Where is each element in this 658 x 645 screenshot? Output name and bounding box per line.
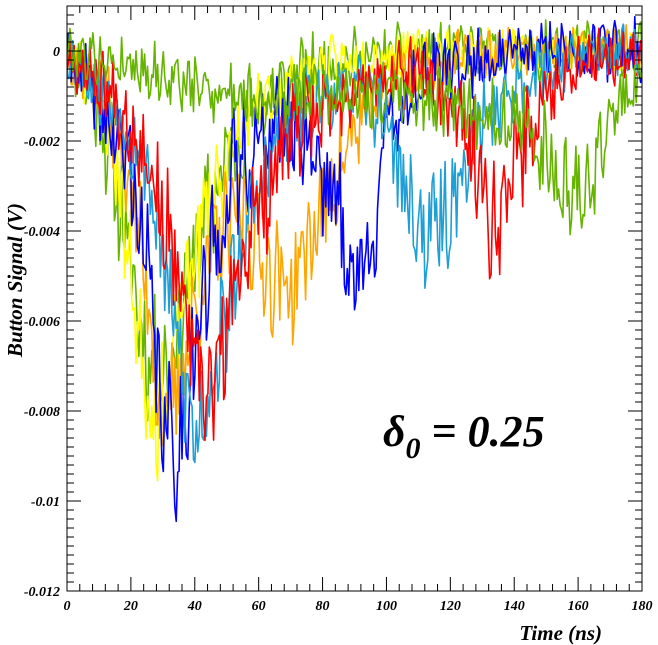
delta-value: = 0.25 <box>421 407 545 456</box>
x-tick-label: 140 <box>504 599 525 614</box>
y-tick-label: 0 <box>53 45 60 60</box>
x-axis-title: Time (ns) <box>519 621 602 645</box>
x-tick-label: 60 <box>252 599 266 614</box>
y-tick-label: -0.002 <box>24 135 60 150</box>
signal-series-4 <box>67 15 642 523</box>
delta-symbol: δ <box>383 407 406 456</box>
y-tick-label: -0.004 <box>24 225 60 240</box>
x-tick-label: 180 <box>632 599 653 614</box>
axes-layer <box>66 5 643 592</box>
delta-annotation: δ0 = 0.25 <box>383 407 545 465</box>
y-tick-label: -0.012 <box>24 585 60 600</box>
delta-subscript: 0 <box>406 432 421 465</box>
series-layer <box>67 15 642 523</box>
signal-series-6 <box>67 27 642 442</box>
y-axis-title: Button Signal (V) <box>3 203 27 358</box>
x-tick-label: 40 <box>187 599 202 614</box>
x-tick-label: 100 <box>376 599 397 614</box>
y-tick-label: -0.01 <box>31 495 60 510</box>
y-tick-label: -0.008 <box>24 405 60 420</box>
plot-frame <box>66 5 643 592</box>
y-tick-label: -0.006 <box>24 315 60 330</box>
y-tick-labels: 0 -0.002 -0.004 -0.006 -0.008 -0.01 -0.012 <box>24 45 60 600</box>
signal-series-7 <box>67 27 642 236</box>
x-tick-labels: 0 20 40 60 80 100 120 140 160 180 <box>64 599 653 614</box>
x-tick-label: 20 <box>123 599 138 614</box>
x-tick-label: 160 <box>568 599 589 614</box>
x-tick-label: 80 <box>316 599 330 614</box>
x-tick-label: 120 <box>440 599 461 614</box>
x-tick-label: 0 <box>64 599 71 614</box>
